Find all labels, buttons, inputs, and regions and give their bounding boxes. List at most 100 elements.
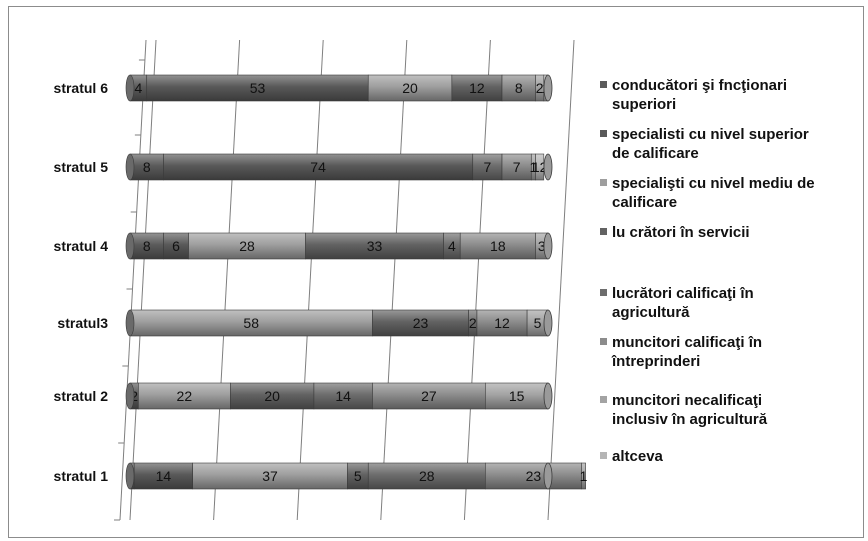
bar-cap-left	[125, 462, 135, 490]
data-label: 5	[534, 315, 542, 331]
bar-segment	[129, 309, 373, 337]
data-label: 23	[413, 315, 429, 331]
data-label: 12	[532, 159, 548, 175]
category-label: stratul 2	[54, 388, 109, 404]
bar-cap-right	[543, 462, 553, 490]
bar-cap-left	[125, 232, 135, 260]
legend-label: superiori	[612, 96, 676, 113]
legend-label: conducători şi fncţionari	[612, 77, 787, 94]
bar-cap-left	[125, 309, 135, 337]
legend-swatch	[600, 179, 607, 186]
legend-label: specialisti cu nivel superior	[612, 126, 809, 143]
data-label: 37	[262, 468, 278, 484]
bar-cap-right	[543, 232, 553, 260]
data-label: 58	[243, 315, 259, 331]
legend-swatch	[600, 452, 607, 459]
gridline	[463, 39, 491, 521]
bar-segment	[501, 74, 536, 102]
legend-label: lu crători în servicii	[612, 224, 750, 241]
bar-segment	[313, 382, 373, 410]
legend-label: calificare	[612, 194, 677, 211]
gridlines	[114, 39, 575, 521]
bar-segment	[133, 462, 193, 490]
bar-segment	[230, 382, 315, 410]
data-label: 28	[419, 468, 435, 484]
data-label: 74	[310, 159, 326, 175]
gridline	[213, 39, 241, 521]
bar-segment	[367, 74, 453, 102]
legend-label: muncitori calificaţi în	[612, 334, 762, 351]
data-label: 2	[536, 80, 544, 96]
bar-segment	[163, 153, 474, 181]
data-label: 1	[580, 468, 588, 484]
bar-segment	[581, 462, 586, 490]
legend-label: lucrători calificaţi în	[612, 285, 754, 302]
legend-label: specialişti cu nivel mediu de	[612, 175, 815, 192]
data-label: 15	[509, 388, 525, 404]
bars: 4532012821874771128628334183582321252222…	[125, 74, 588, 490]
legend-swatch	[600, 228, 607, 235]
bar-segment	[472, 153, 503, 181]
bar-cap-right	[543, 74, 553, 102]
gridline	[380, 39, 408, 521]
data-label: 6	[172, 238, 180, 254]
data-label: 12	[494, 315, 510, 331]
bar-segment	[146, 74, 369, 102]
bar-segment	[476, 309, 528, 337]
data-label: 7	[483, 159, 491, 175]
category-label: stratul 5	[54, 159, 109, 175]
bar-segment	[459, 232, 536, 260]
data-label: 8	[143, 159, 151, 175]
data-label: 22	[177, 388, 193, 404]
data-label: 28	[239, 238, 255, 254]
data-label: 8	[143, 238, 151, 254]
legend-label: muncitori necalificaţi	[612, 392, 762, 409]
data-label: 3	[538, 238, 546, 254]
data-label: 27	[421, 388, 437, 404]
legend-label: inclusiv în agricultură	[612, 411, 768, 428]
data-label: 2	[469, 315, 477, 331]
data-label: 8	[515, 80, 523, 96]
bar-cap-left	[125, 153, 135, 181]
bar-segment	[372, 309, 469, 337]
axis-line	[119, 39, 147, 521]
legend-label: altceva	[612, 448, 664, 465]
bar-segment	[192, 462, 348, 490]
data-label: 14	[156, 468, 172, 484]
data-label: 7	[513, 159, 521, 175]
data-label: 14	[335, 388, 351, 404]
gridline	[547, 39, 575, 521]
data-label: 1	[529, 159, 537, 175]
data-label: 33	[367, 238, 383, 254]
legend-label: de calificare	[612, 145, 699, 162]
legend-swatch	[600, 338, 607, 345]
category-labels: stratul 6 stratul 5 stratul 4 stratul3 strat…	[54, 80, 109, 484]
data-label: 18	[490, 238, 506, 254]
data-label: 12	[469, 80, 485, 96]
bar-segment	[451, 74, 503, 102]
legend-swatch	[600, 289, 607, 296]
data-label: 53	[250, 80, 266, 96]
gridline	[296, 39, 324, 521]
category-label: stratul 6	[54, 80, 109, 96]
bar-segment	[163, 232, 189, 260]
category-label: stratul3	[57, 315, 108, 331]
gridline	[129, 39, 157, 521]
legend-swatch	[600, 130, 607, 137]
legend-swatch	[600, 81, 607, 88]
bar-cap-left	[125, 74, 135, 102]
bar-cap-left	[125, 382, 135, 410]
data-label: 20	[264, 388, 280, 404]
data-label: 5	[354, 468, 362, 484]
legend-label: întreprinderi	[611, 353, 700, 370]
legend-label: agricultură	[612, 304, 690, 321]
bar-segment	[188, 232, 306, 260]
legend: conducători şi fncţionari superiori specia…	[600, 77, 815, 465]
data-label: 4	[134, 80, 142, 96]
bar-segment	[305, 232, 444, 260]
category-label: stratul 4	[54, 238, 109, 254]
category-label: stratul 1	[54, 468, 109, 484]
bar-cap-right	[543, 153, 553, 181]
bar-segment	[129, 232, 164, 260]
